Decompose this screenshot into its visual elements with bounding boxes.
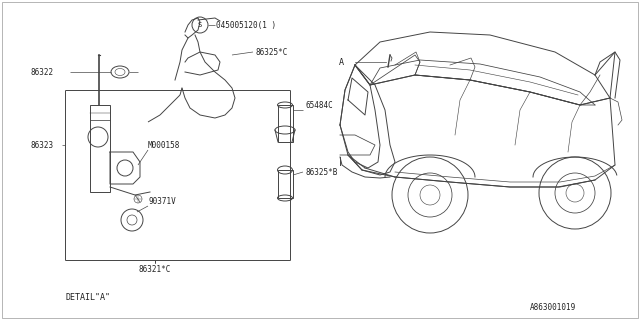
Bar bbox=[278, 170, 293, 198]
Bar bbox=[90, 105, 110, 192]
Text: 86322: 86322 bbox=[30, 68, 53, 76]
Text: M000158: M000158 bbox=[148, 140, 180, 149]
Text: 86321*C: 86321*C bbox=[139, 266, 171, 275]
Text: 86323: 86323 bbox=[30, 140, 53, 149]
Text: S: S bbox=[198, 22, 202, 28]
Text: 65484C: 65484C bbox=[305, 100, 333, 109]
Bar bbox=[278, 105, 293, 142]
Text: 045005120(1 ): 045005120(1 ) bbox=[216, 20, 276, 29]
Text: 86325*B: 86325*B bbox=[305, 167, 337, 177]
Text: A863001019: A863001019 bbox=[530, 303, 576, 313]
Text: A: A bbox=[339, 58, 344, 67]
Text: 90371V: 90371V bbox=[148, 197, 176, 206]
Text: DETAIL"A": DETAIL"A" bbox=[65, 293, 110, 302]
Text: 86325*C: 86325*C bbox=[255, 47, 287, 57]
